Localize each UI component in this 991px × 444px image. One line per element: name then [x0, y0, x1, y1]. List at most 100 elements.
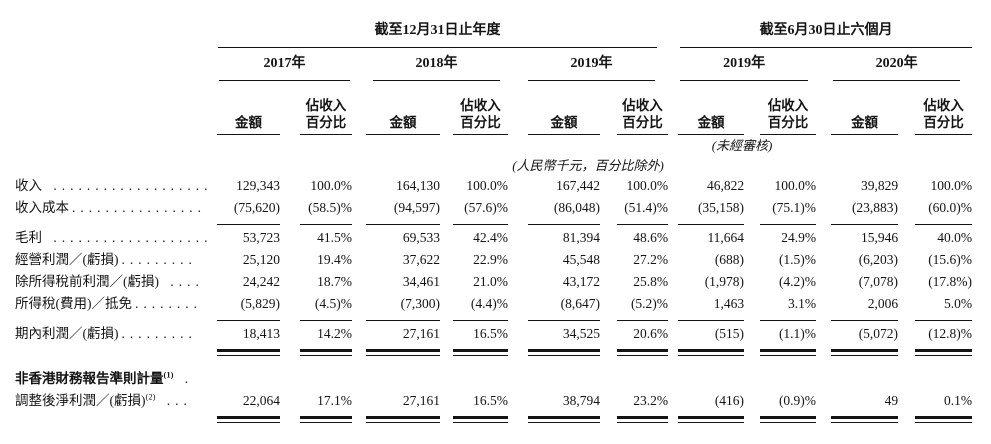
row-label: 收入成本................: [15, 200, 206, 215]
pct-value: [600, 359, 668, 390]
rule-line: [300, 349, 352, 356]
amount-value: 2,006: [867, 296, 899, 311]
rule-line: [915, 349, 973, 356]
rule-line: [528, 416, 600, 423]
rule-line: [760, 416, 817, 423]
rule-line: [760, 320, 817, 321]
year-2017-header: 2017年: [219, 53, 350, 81]
amount-value: [352, 359, 440, 390]
unit-note-row: (人民幣千元，百分比除外): [15, 155, 972, 175]
amount-value: (7,300): [400, 296, 440, 311]
pct-value: 48.6%: [633, 230, 669, 245]
year-2018-header: 2018年: [373, 53, 500, 81]
pct-value: (0.9)%: [778, 393, 817, 408]
amount-value: (35,158): [697, 200, 745, 215]
year-2019-interim-header: 2019年: [680, 53, 809, 81]
pct-value: (60.0)%: [928, 200, 973, 215]
interim-section-cell: 截至6月30日止六個月: [668, 10, 973, 48]
amount-value: 39,829: [860, 178, 899, 193]
row-label: 收入 ...................: [15, 178, 213, 193]
pct-value: 20.6%: [633, 326, 669, 341]
empty-cell: [816, 135, 972, 155]
pct-value: 100.0%: [310, 178, 352, 193]
pct-value: (4.5)%: [314, 296, 352, 311]
pct-value: (4.2)%: [778, 274, 817, 289]
rule-line: [366, 224, 440, 225]
amount-value: [213, 359, 280, 390]
rule-line: [217, 416, 280, 423]
row-label: 除所得稅前利潤／(虧損) ....: [15, 274, 204, 289]
amount-value: 37,622: [402, 252, 440, 267]
table-row: 收入成本................ (75,620) (58.5)% (94,5…: [15, 197, 972, 219]
rule-line: [831, 320, 899, 321]
pct-value: 14.2%: [317, 326, 352, 341]
pct-value: 25.8%: [633, 274, 669, 289]
amount-value: [816, 359, 898, 390]
amount-value: 43,172: [562, 274, 600, 289]
rule-line: [528, 349, 600, 356]
rule-line: [300, 224, 352, 225]
amount-value: 38,794: [562, 393, 600, 408]
table-row: 期內利潤／(虧損)......... 18,413 14.2% 27,161 16.5%…: [15, 323, 972, 345]
interim-period-title: 截至6月30日止六個月: [680, 20, 973, 48]
annual-period-title: 截至12月31日止年度: [218, 20, 658, 48]
rule-line: [915, 416, 973, 423]
table-row: 收入 ................... 129,343 100.0% 164,1…: [15, 175, 972, 197]
pct-value: 41.5%: [317, 230, 352, 245]
pct-value: (1.1)%: [778, 326, 817, 341]
rule-line: [915, 320, 973, 321]
pct-value: (58.5)%: [308, 200, 352, 215]
pct-value: 21.0%: [473, 274, 508, 289]
amount-value: (5,829): [240, 296, 280, 311]
rule-line: [366, 416, 440, 423]
rule-line: [831, 349, 899, 356]
amount-value: (5,072): [858, 326, 899, 341]
rule-line: [678, 349, 745, 356]
empty-cell: [15, 155, 508, 175]
amount-value: (94,597): [393, 200, 440, 215]
rule-line: [453, 416, 508, 423]
rule-line: [217, 349, 280, 356]
table-row: 非香港財務報告準則計量(1) .: [15, 359, 972, 390]
rule-line: [831, 224, 899, 225]
amount-value: (416): [714, 393, 745, 408]
amount-value: 45,548: [562, 252, 600, 267]
single-rule-row: [15, 219, 973, 227]
empty-cell: [15, 10, 213, 48]
year-2020-interim-header: 2020年: [833, 53, 961, 81]
pct-value: (17.8%): [928, 274, 973, 289]
rule-line: [760, 349, 817, 356]
single-rule-row: [15, 315, 973, 323]
unaudited-note-row: (未經審核): [15, 135, 972, 155]
empty-cell: [15, 48, 213, 81]
rule-line: [831, 416, 899, 423]
pct-value: [744, 359, 816, 390]
table-row: 所得稅(費用)／抵免........ (5,829) (4.5)% (7,300) (4…: [15, 293, 972, 315]
amount-column-header: 金額: [366, 114, 440, 135]
amount-value: 1,463: [713, 296, 745, 311]
pct-value: 16.5%: [473, 326, 508, 341]
row-label: 非香港財務報告準則計量(1) .: [15, 369, 194, 386]
rule-line: [617, 320, 669, 321]
amount-value: 11,664: [707, 230, 745, 245]
rule-line: [678, 416, 745, 423]
rule-line: [300, 416, 352, 423]
amount-value: 81,394: [562, 230, 600, 245]
table-body: 收入 ................... 129,343 100.0% 164,1…: [15, 175, 973, 426]
amount-value: (688): [714, 252, 745, 267]
rule-line: [678, 320, 745, 321]
amount-value: 24,242: [242, 274, 280, 289]
amount-value: [668, 359, 744, 390]
page: 截至12月31日止年度 截至6月30日止六個月 2017年 2018年 2019…: [15, 10, 973, 426]
pct-value: 16.5%: [473, 393, 508, 408]
rule-line: [617, 224, 669, 225]
pct-value: 100.0%: [626, 178, 669, 193]
rule-line: [617, 349, 669, 356]
pct-value: [280, 359, 352, 390]
amount-value: 27,161: [402, 393, 440, 408]
amount-value: 167,442: [556, 178, 600, 193]
amount-value: (7,078): [858, 274, 899, 289]
pct-value: 100.0%: [930, 178, 973, 193]
rule-line: [528, 224, 600, 225]
rule-line: [453, 349, 508, 356]
